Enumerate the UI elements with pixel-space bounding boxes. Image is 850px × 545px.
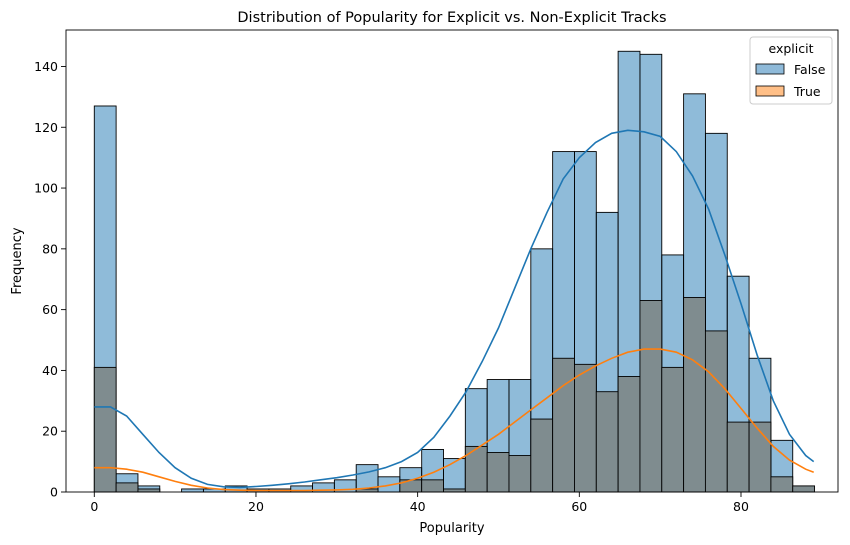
bar-true xyxy=(683,297,706,493)
bar-true xyxy=(661,366,685,493)
y-tick-label: 140 xyxy=(34,59,58,74)
plot-area-frame xyxy=(65,29,839,493)
bar-true xyxy=(552,357,575,493)
y-axis-label: Frequency xyxy=(10,227,25,294)
y-tick-label: 20 xyxy=(42,424,58,439)
y-axis: 0 20 40 60 80 100 120 140 xyxy=(34,59,66,500)
bar-true xyxy=(508,455,532,493)
bar-false xyxy=(443,458,466,493)
bar-true xyxy=(639,300,663,493)
bar-true xyxy=(770,476,794,493)
bar-true xyxy=(115,482,139,493)
bar-true xyxy=(617,376,641,493)
kde-line-false xyxy=(94,129,815,489)
x-tick-label: 80 xyxy=(733,499,749,514)
y-tick-label: 120 xyxy=(34,120,58,135)
x-axis-label: Popularity xyxy=(419,521,484,536)
bar-true xyxy=(595,391,619,493)
x-axis: 0 20 40 60 80 xyxy=(90,492,749,514)
legend-swatch-true xyxy=(755,85,785,97)
bar-true xyxy=(792,485,816,493)
bar-true xyxy=(443,488,466,493)
legend-swatch-false xyxy=(755,63,785,75)
y-tick-label: 40 xyxy=(42,363,58,378)
legend-label-false: False xyxy=(794,62,826,77)
x-tick-label: 20 xyxy=(248,499,264,514)
x-tick-label: 0 xyxy=(90,499,98,514)
y-tick-label: 80 xyxy=(42,241,58,256)
kde-lines xyxy=(94,129,815,492)
bar-true xyxy=(530,418,554,493)
y-tick-label: 100 xyxy=(34,181,58,196)
kde-line-true xyxy=(94,348,814,492)
bar-false xyxy=(181,488,204,493)
bar-true xyxy=(93,366,117,493)
bar-true xyxy=(137,488,161,493)
bar-true xyxy=(421,479,444,493)
legend: explicit False True xyxy=(749,36,833,105)
bar-true xyxy=(574,363,597,493)
y-tick-label: 0 xyxy=(50,485,58,500)
y-tick-label: 60 xyxy=(42,302,58,317)
bar-true xyxy=(704,330,728,493)
bars-true-series xyxy=(93,297,816,493)
x-tick-label: 40 xyxy=(410,499,426,514)
bar-true xyxy=(726,421,750,493)
legend-title: explicit xyxy=(769,41,814,56)
bar-true xyxy=(486,452,510,493)
x-tick-label: 60 xyxy=(571,499,587,514)
legend-label-true: True xyxy=(793,84,821,99)
chart-title: Distribution of Popularity for Explicit … xyxy=(237,10,666,26)
bar-true xyxy=(748,421,772,493)
